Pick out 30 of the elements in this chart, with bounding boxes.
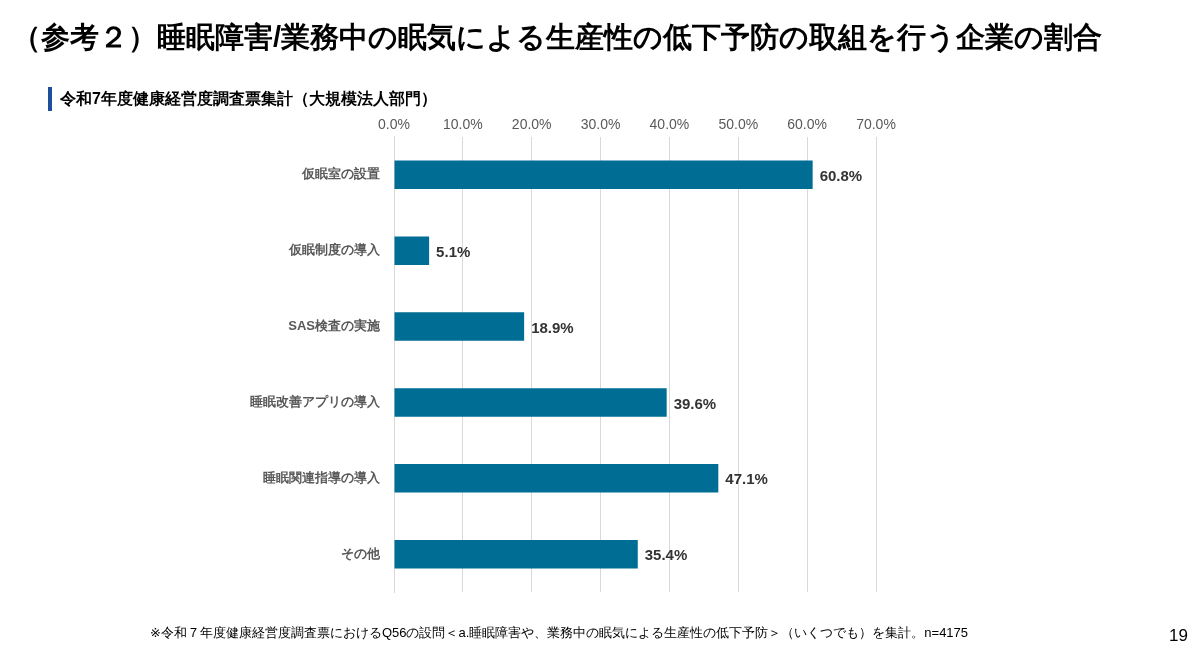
x-tick-label: 10.0%	[443, 116, 483, 133]
x-tick-label: 20.0%	[511, 116, 552, 133]
data-label: 18.9%	[531, 318, 574, 336]
bar	[394, 388, 667, 417]
text: 19	[1169, 626, 1188, 646]
x-tick-label: 50.0%	[718, 116, 759, 133]
y-tick-label: その他	[341, 545, 381, 561]
x-tick-label: 70.0%	[856, 116, 896, 133]
data-label: 47.1%	[725, 470, 768, 488]
chart-title: （参考２）睡眠障害/業務中の眠気による生産性の低下予防の取組を行う企業の割合	[12, 20, 1103, 55]
data-label: 35.4%	[644, 546, 688, 564]
y-tick-label: 仮眠制度の導入	[288, 242, 381, 258]
x-tick-label: 40.0%	[649, 116, 690, 133]
bar	[394, 464, 719, 493]
bar	[394, 312, 525, 341]
y-tick-label: SAS検査の実施	[288, 318, 381, 334]
bar	[394, 160, 813, 189]
x-tick-label: 60.0%	[787, 116, 827, 133]
text: ※令和７年度健康経営度調査票におけるQ56の設問＜a.睡眠障害や、業務中の眠気による生産性の低下予防＞（いくつでも）を集計。n=4175	[150, 624, 969, 642]
data-label: 5.1%	[436, 242, 471, 260]
y-tick-label: 睡眠関連指導の導入	[263, 469, 381, 485]
data-label: 60.8%	[819, 166, 863, 184]
x-tick-label: 30.0%	[580, 116, 621, 133]
bar	[394, 540, 638, 569]
bar	[394, 236, 430, 265]
x-tick-label: 0.0%	[378, 116, 410, 133]
text: 令和7年度健康経営度調査票集計（大規模法人部門）	[60, 89, 437, 109]
y-tick-label: 睡眠改善アプリの導入	[250, 394, 381, 410]
y-tick-label: 仮眠室の設置	[301, 166, 380, 182]
data-label: 39.6%	[673, 394, 717, 412]
